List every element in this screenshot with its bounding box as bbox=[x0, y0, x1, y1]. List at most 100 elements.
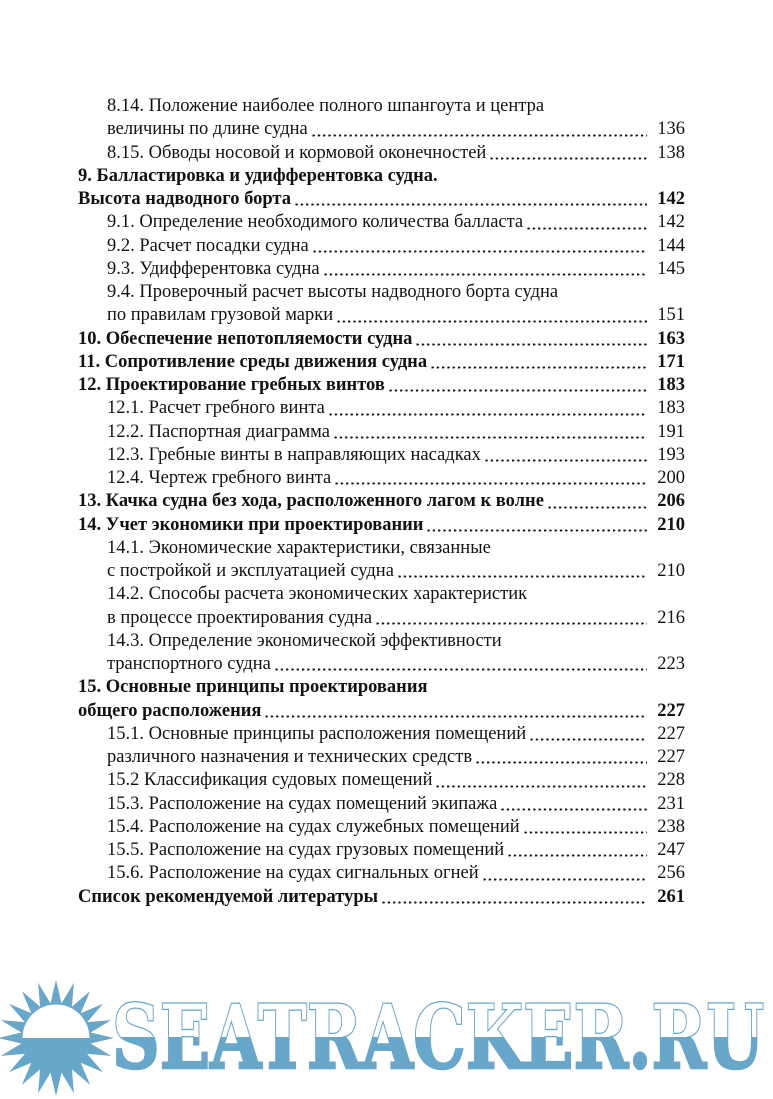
toc-line: 12.4. Чертеж гребного винта 200 bbox=[78, 467, 685, 490]
toc-line: 14.2. Способы расчета экономических хара… bbox=[78, 583, 685, 606]
dot-leader bbox=[527, 225, 647, 231]
toc-line: 13. Качка судна без хода, расположенного… bbox=[78, 490, 685, 513]
toc-line: по правилам грузовой марки 151 bbox=[78, 304, 685, 327]
page-number: 191 bbox=[657, 421, 685, 442]
toc-line: 14. Учет экономики при проектировании 210 bbox=[78, 514, 685, 537]
dot-leader bbox=[382, 899, 647, 905]
toc-entry-text: Высота надводного борта bbox=[78, 189, 291, 209]
toc-line: 9. Балластировка и удифферентовка судна. bbox=[78, 165, 685, 188]
page-number: 228 bbox=[657, 770, 685, 791]
dot-leader bbox=[508, 853, 647, 859]
toc-entry-text: величины по длине судна bbox=[107, 119, 308, 140]
dot-leader bbox=[333, 434, 647, 440]
dot-leader bbox=[482, 876, 647, 882]
toc-line: 15.5. Расположение на судах грузовых пом… bbox=[78, 839, 685, 862]
toc-line: Высота надводного борта 142 bbox=[78, 188, 685, 211]
page-number: 223 bbox=[657, 654, 685, 674]
toc-entry-text: 13. Качка судна без хода, расположенного… bbox=[78, 491, 544, 512]
page-number: 142 bbox=[657, 189, 685, 209]
toc-line: 8.15. Обводы носовой и кормовой оконечно… bbox=[78, 142, 685, 165]
watermark: SEATRACKER.RU bbox=[0, 975, 773, 1096]
toc-entry-text: транспортного судна bbox=[107, 654, 271, 674]
page-number: 200 bbox=[657, 468, 685, 488]
toc-entry-text: 14.1. Экономические характеристики, связ… bbox=[107, 537, 491, 558]
toc-line: 15.6. Расположение на судах сигнальных о… bbox=[78, 862, 685, 885]
page-number: 247 bbox=[657, 840, 685, 860]
page-number: 261 bbox=[657, 886, 685, 907]
page-number: 151 bbox=[657, 305, 685, 326]
toc-entry-text: 9.1. Определение необходимого количества… bbox=[107, 212, 524, 233]
toc-entry-text: 14.2. Способы расчета экономических хара… bbox=[107, 584, 528, 605]
toc-line: 14.3. Определение экономической эффектив… bbox=[78, 630, 685, 653]
page-number: 210 bbox=[657, 514, 685, 535]
table-of-contents: 8.14. Положение наиболее полного шпангоу… bbox=[78, 95, 685, 909]
toc-entry-text: 12.4. Чертеж гребного винта bbox=[107, 468, 332, 488]
toc-entry-text: 15.2 Классификация судовых помещений bbox=[107, 770, 433, 791]
dot-leader bbox=[501, 806, 647, 812]
toc-entry-text: различного назначения и технических сред… bbox=[107, 747, 473, 767]
page-number: 238 bbox=[657, 816, 685, 837]
toc-line: 12. Проектирование гребных винтов 183 bbox=[78, 374, 685, 397]
page-number: 145 bbox=[657, 258, 685, 279]
toc-entry-text: 12.2. Паспортная диаграмма bbox=[107, 421, 330, 442]
dot-leader bbox=[265, 713, 647, 719]
dot-leader bbox=[337, 318, 647, 324]
toc-entry-text: 15.3. Расположение на судах помещений эк… bbox=[107, 793, 498, 814]
page-number: 227 bbox=[657, 700, 685, 721]
toc-entry-text: 9.3. Удифферентовка судна bbox=[107, 258, 320, 279]
toc-line: 12.1. Расчет гребного винта 183 bbox=[78, 397, 685, 420]
page-number: 193 bbox=[657, 444, 685, 465]
sun-logo-icon bbox=[0, 980, 114, 1096]
watermark-text: SEATRACKER.RU bbox=[111, 990, 766, 1090]
toc-entry-text: 8.14. Положение наиболее полного шпангоу… bbox=[107, 96, 545, 116]
toc-line: 15.2 Классификация судовых помещений 228 bbox=[78, 769, 685, 792]
toc-line: общего расположения 227 bbox=[78, 700, 685, 723]
dot-leader bbox=[311, 132, 647, 138]
toc-entry-text: 15.1. Основные принципы расположения пом… bbox=[107, 723, 527, 744]
toc-entry-text: Список рекомендуемой литературы bbox=[78, 886, 379, 907]
dot-leader bbox=[490, 155, 647, 161]
toc-line: 9.2. Расчет посадки судна 144 bbox=[78, 235, 685, 258]
toc-entry-text: 15.6. Расположение на судах сигнальных о… bbox=[107, 863, 479, 884]
dot-leader bbox=[328, 411, 647, 417]
toc-entry-text: 15.5. Расположение на судах грузовых пом… bbox=[107, 840, 505, 860]
page-number: 171 bbox=[657, 351, 685, 372]
page-number: 138 bbox=[657, 142, 685, 163]
dot-leader bbox=[431, 365, 647, 370]
toc-line: 15. Основные принципы проектирования bbox=[78, 676, 685, 699]
toc-line: 14.1. Экономические характеристики, связ… bbox=[78, 537, 685, 560]
toc-line: в процессе проектирования судна 216 bbox=[78, 607, 685, 630]
toc-entry-text: 14.3. Определение экономической эффектив… bbox=[107, 630, 502, 651]
page-number: 227 bbox=[657, 747, 685, 767]
toc-line: различного назначения и технических сред… bbox=[78, 746, 685, 769]
page-number: 183 bbox=[657, 398, 685, 419]
page-number: 144 bbox=[657, 235, 685, 256]
toc-entry-text: 15. Основные принципы проектирования bbox=[78, 677, 428, 698]
page-number: 227 bbox=[657, 723, 685, 744]
toc-entry-text: 10. Обеспечение непотопляемости судна bbox=[78, 328, 413, 349]
dot-leader bbox=[416, 341, 647, 347]
dot-leader bbox=[484, 458, 647, 463]
toc-entry-text: 9. Балластировка и удифферентовка судна. bbox=[78, 165, 438, 186]
toc-line: с постройкой и эксплуатацией судна 210 bbox=[78, 560, 685, 583]
page-number: 142 bbox=[657, 212, 685, 233]
toc-line: величины по длине судна 136 bbox=[78, 118, 685, 141]
dot-leader bbox=[295, 202, 647, 208]
toc-line: 8.14. Положение наиболее полного шпангоу… bbox=[78, 95, 685, 118]
toc-entry-text: 12.1. Расчет гребного винта bbox=[107, 398, 325, 419]
dot-leader bbox=[312, 248, 647, 254]
toc-entry-text: с постройкой и эксплуатацией судна bbox=[107, 561, 394, 581]
toc-entry-text: в процессе проектирования судна bbox=[107, 607, 373, 628]
dot-leader bbox=[547, 504, 647, 510]
toc-entry-text: общего расположения bbox=[78, 700, 262, 721]
dot-leader bbox=[274, 667, 647, 673]
toc-line: Список рекомендуемой литературы 261 bbox=[78, 886, 685, 909]
page-number: 256 bbox=[657, 863, 685, 884]
dot-leader bbox=[436, 783, 647, 789]
page-number: 206 bbox=[657, 491, 685, 512]
page-number: 231 bbox=[657, 793, 685, 814]
toc-line: 10. Обеспечение непотопляемости судна 163 bbox=[78, 328, 685, 351]
toc-line: транспортного судна 223 bbox=[78, 653, 685, 676]
dot-leader bbox=[388, 388, 647, 394]
toc-entry-text: по правилам грузовой марки bbox=[107, 305, 334, 326]
